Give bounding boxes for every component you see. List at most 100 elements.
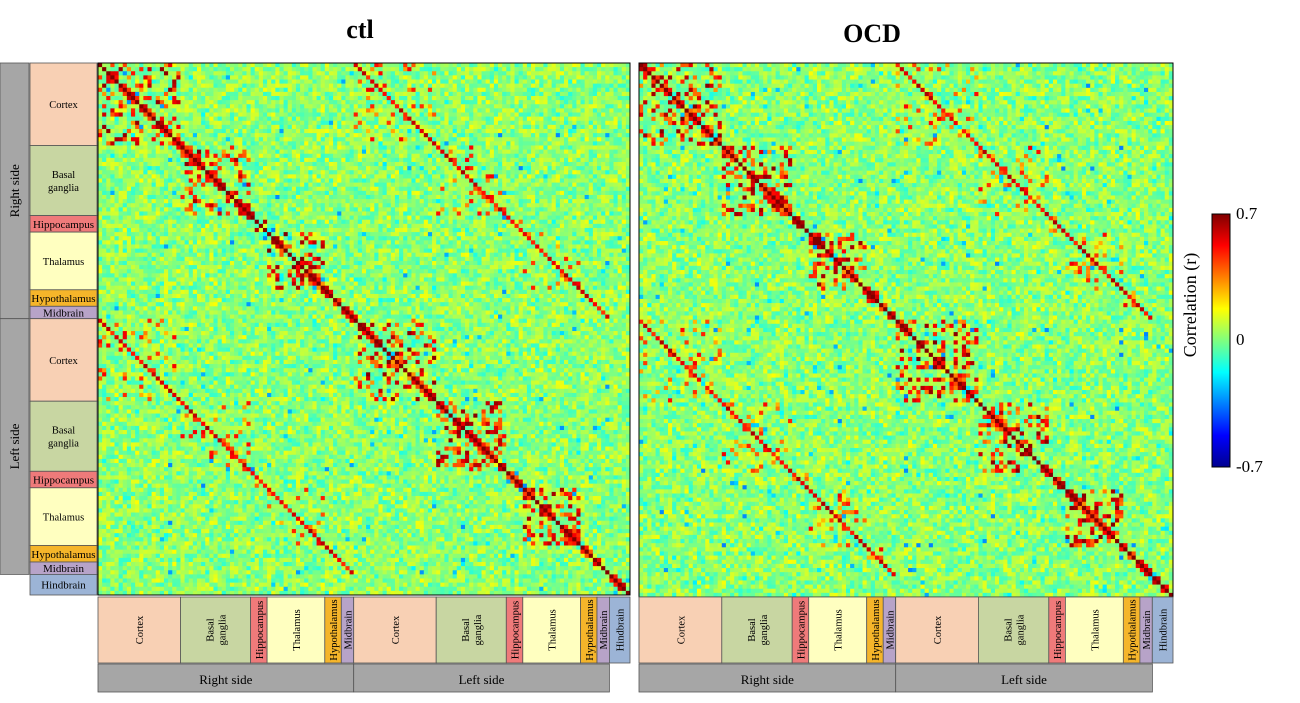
heatmap-cell — [601, 124, 606, 130]
heatmap-cell — [518, 199, 524, 204]
heatmap-cell — [621, 75, 627, 80]
heatmap-cell — [469, 190, 474, 196]
heatmap-cell — [423, 133, 429, 138]
heatmap-cell — [312, 75, 317, 80]
heatmap-cell — [448, 67, 454, 72]
heatmap-cell — [135, 91, 140, 97]
heatmap-cell — [481, 116, 487, 122]
heatmap-cell — [180, 153, 185, 159]
heatmap-cell — [361, 124, 367, 130]
heatmap-cell — [394, 186, 400, 192]
heatmap-cell — [143, 215, 148, 221]
heatmap-cell — [98, 182, 103, 188]
heatmap-cell — [584, 63, 590, 68]
heatmap-cell — [366, 79, 371, 85]
heatmap-cell — [122, 145, 128, 150]
heatmap-cell — [147, 170, 153, 175]
heatmap-cell — [118, 145, 124, 150]
heatmap-cell — [135, 215, 140, 221]
heatmap-cell — [357, 182, 363, 188]
heatmap-cell — [287, 182, 293, 188]
heatmap-cell — [597, 95, 602, 101]
heatmap-cell — [308, 219, 313, 225]
heatmap-cell — [201, 95, 206, 101]
heatmap-cell — [568, 203, 573, 208]
heatmap-cell — [510, 133, 515, 138]
heatmap-cell — [176, 71, 181, 76]
heatmap-cell — [407, 153, 412, 159]
heatmap-cell — [423, 137, 429, 142]
heatmap-cell — [225, 174, 231, 179]
heatmap-cell — [469, 157, 474, 163]
heatmap-cell — [254, 203, 260, 208]
heatmap-cell — [502, 149, 507, 155]
heatmap-cell — [531, 83, 536, 89]
heatmap-cell — [234, 128, 239, 134]
heatmap-cell — [374, 157, 379, 163]
heatmap-cell — [287, 108, 293, 113]
heatmap-cell — [283, 91, 289, 97]
heatmap-cell — [555, 67, 561, 72]
heatmap-cell — [506, 215, 511, 221]
heatmap-cell — [498, 104, 503, 109]
heatmap-cell — [287, 149, 293, 155]
heatmap-cell — [217, 215, 223, 221]
heatmap-cell — [159, 219, 165, 225]
heatmap-cell — [304, 63, 309, 68]
heatmap-cell — [155, 100, 161, 105]
heatmap-cell — [139, 186, 144, 192]
heatmap-cell — [444, 199, 449, 204]
heatmap-cell — [250, 116, 256, 122]
heatmap-cell — [147, 199, 153, 204]
heatmap-cell — [489, 211, 495, 216]
heatmap-cell — [506, 100, 511, 105]
heatmap-cell — [386, 157, 392, 163]
heatmap-cell — [357, 112, 363, 118]
heatmap-cell — [551, 153, 557, 159]
heatmap-cell — [349, 87, 355, 93]
heatmap-cell — [366, 75, 371, 80]
heatmap-cell — [143, 157, 148, 163]
heatmap-cell — [205, 116, 210, 122]
heatmap-cell — [205, 166, 210, 171]
heatmap-cell — [118, 133, 124, 138]
heatmap-cell — [415, 166, 421, 171]
heatmap-cell — [584, 194, 590, 200]
heatmap-cell — [456, 128, 462, 134]
heatmap-cell — [110, 124, 115, 130]
heatmap-cell — [130, 170, 136, 175]
heatmap-cell — [333, 120, 338, 126]
heatmap-cell — [485, 91, 491, 97]
heatmap-cell — [539, 63, 544, 68]
heatmap-cell — [489, 149, 495, 155]
heatmap-cell — [238, 71, 243, 76]
heatmap-cell — [353, 141, 359, 146]
heatmap-cell — [279, 149, 284, 155]
heatmap-cell — [353, 149, 359, 155]
heatmap-cell — [584, 157, 590, 163]
heatmap-cell — [370, 215, 375, 221]
heatmap-cell — [370, 174, 375, 179]
heatmap-cell — [201, 83, 206, 89]
heatmap-cell — [617, 203, 623, 208]
heatmap-cell — [135, 199, 140, 204]
heatmap-cell — [613, 104, 619, 109]
heatmap-cell — [605, 157, 610, 163]
heatmap-cell — [551, 174, 557, 179]
heatmap-cell — [258, 79, 264, 85]
heatmap-cell — [394, 128, 400, 134]
heatmap-cell — [390, 91, 396, 97]
heatmap-cell — [399, 112, 404, 118]
heatmap-cell — [118, 174, 124, 179]
heatmap-cell — [126, 79, 132, 85]
heatmap-cell — [394, 149, 400, 155]
heatmap-cell — [130, 174, 136, 179]
heatmap-cell — [531, 174, 536, 179]
heatmap-cell — [539, 190, 544, 196]
heatmap-cell — [370, 166, 375, 171]
heatmap-cell — [147, 71, 153, 76]
heatmap-cell — [225, 95, 231, 101]
heatmap-cell — [221, 161, 227, 167]
heatmap-cell — [114, 91, 120, 97]
heatmap-cell — [411, 71, 416, 76]
